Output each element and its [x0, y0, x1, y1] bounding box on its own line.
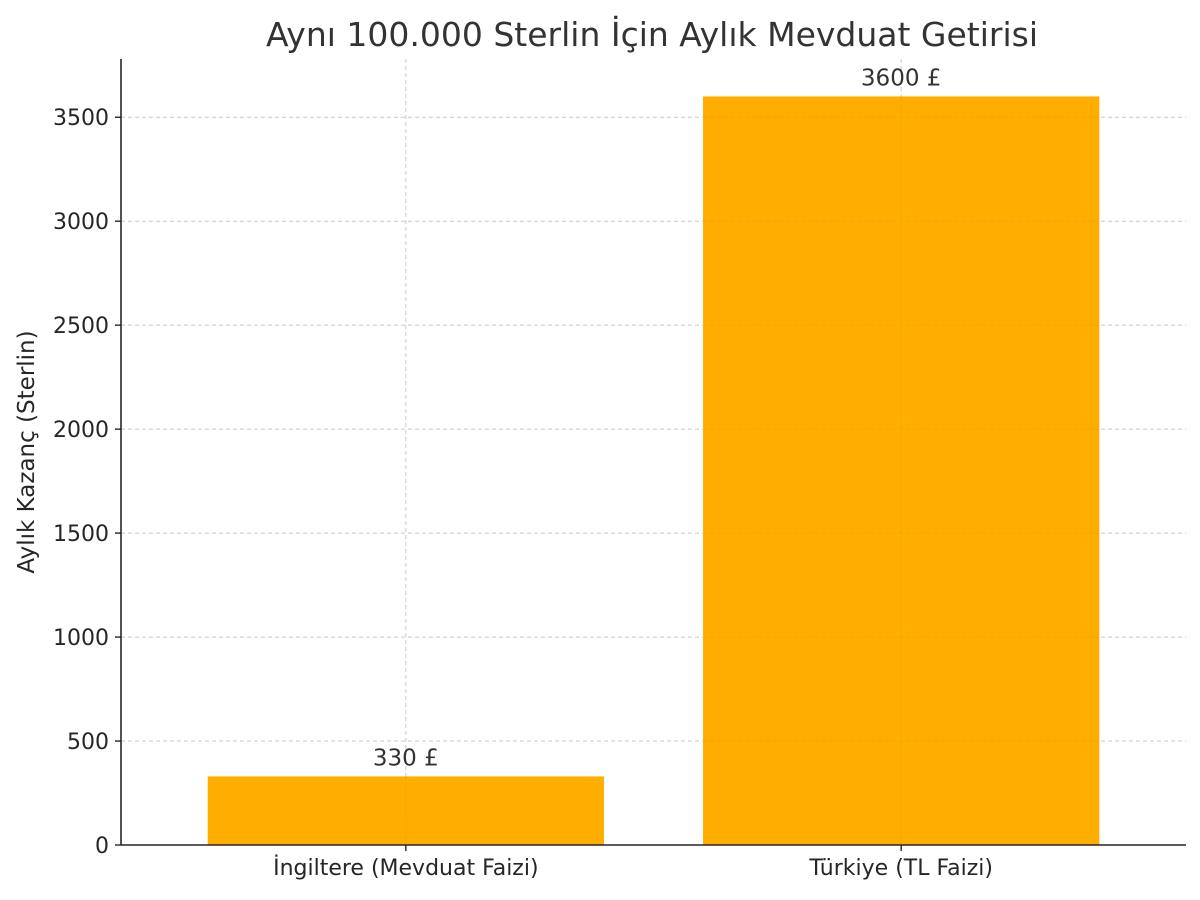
y-tick-label: 0	[95, 834, 109, 859]
data-label: 3600 £	[861, 65, 941, 91]
chart-title: Aynı 100.000 Sterlin İçin Aylık Mevduat …	[266, 15, 1038, 54]
data-label: 330 £	[373, 745, 439, 771]
labels: 0 500 1000 1500 2000 2500 3000 3500 İngiltere (M…	[53, 65, 993, 881]
y-tick-label: 3500	[53, 106, 109, 131]
axes	[115, 59, 1186, 851]
x-tick-label: Türkiye (TL Faizi)	[808, 856, 993, 881]
bars	[207, 96, 1100, 845]
x-tick-label: İngiltere (Mevduat Faizi)	[273, 855, 538, 881]
y-tick-label: 1000	[53, 626, 109, 651]
y-axis-label: Aylık Kazanç (Sterlin)	[14, 330, 40, 573]
y-tick-label: 2000	[53, 418, 109, 443]
y-tick-label: 1500	[53, 522, 109, 547]
y-tick-label: 3000	[53, 210, 109, 235]
y-tick-label: 500	[67, 730, 109, 755]
y-tick-label: 2500	[53, 314, 109, 339]
